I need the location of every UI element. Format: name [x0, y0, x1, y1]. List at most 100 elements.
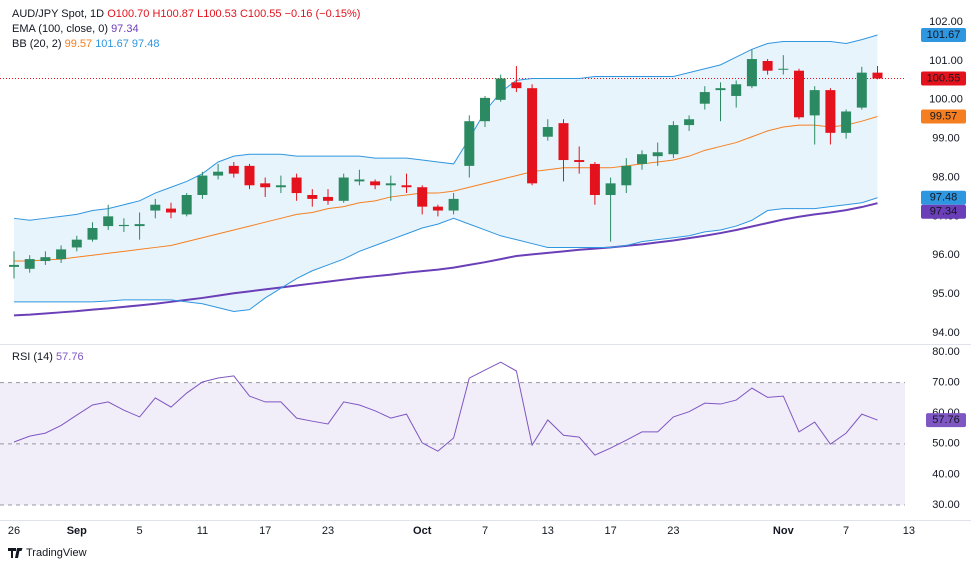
candle-body: [809, 90, 820, 116]
y-tick-label: 70.00: [932, 377, 960, 389]
candle-body: [244, 165, 255, 186]
y-tick-label: 94.00: [932, 327, 960, 339]
price-tag-label: 57.76: [932, 414, 960, 426]
x-tick-label: 7: [482, 525, 488, 537]
candle-body: [605, 183, 616, 196]
candle-body: [24, 259, 35, 269]
candle-body: [589, 163, 600, 196]
candle-body: [166, 208, 176, 213]
ohlc-entry: L100.53: [197, 8, 237, 20]
candle-body: [417, 187, 428, 207]
candle-body: [401, 185, 412, 188]
indicator-value: 97.34: [111, 23, 139, 35]
candle-body: [385, 183, 396, 186]
candle-body: [181, 195, 192, 215]
x-tick-label: Oct: [413, 525, 432, 537]
candle-body: [621, 165, 632, 186]
candle-body: [134, 224, 145, 227]
x-tick-label: 23: [667, 525, 679, 537]
y-tick-label: 99.00: [932, 133, 960, 145]
label-layer: 94.0095.0096.0097.0098.0099.00100.00101.…: [8, 16, 966, 537]
footer-text: TradingView: [26, 547, 87, 559]
candle-body: [495, 78, 506, 100]
candle-body: [103, 216, 114, 227]
x-tick-label: 13: [903, 525, 915, 537]
candle-body: [527, 88, 538, 184]
ohlc-entry: −0.16 (−0.15%): [285, 8, 361, 20]
x-tick-label: 7: [843, 525, 849, 537]
rsi-line: [13, 361, 878, 456]
indicator-name: EMA (100, close, 0): [12, 23, 108, 35]
price-tag-label: 100.55: [927, 72, 961, 84]
y-tick-label: 98.00: [932, 171, 960, 183]
y-tick-label: 95.00: [932, 288, 960, 300]
candle-body: [778, 68, 789, 70]
indicator-name: BB (20, 2): [12, 38, 62, 50]
price-tag: [921, 109, 966, 124]
candle-body: [841, 111, 852, 133]
y-tick-label: 50.00: [932, 438, 960, 450]
y-tick-label: 102.00: [929, 16, 963, 28]
footer-logo: TradingView: [8, 547, 87, 559]
price-tag: [921, 27, 966, 42]
candle-body: [338, 177, 349, 201]
candle-body: [291, 177, 302, 194]
y-tick-label: 40.00: [932, 468, 960, 480]
y-tick-label: 80.00: [932, 346, 960, 358]
price-tag: [926, 413, 966, 428]
candle-body: [699, 92, 710, 104]
candle-body: [228, 165, 239, 174]
candle-body: [794, 70, 804, 118]
indicator-line: [13, 34, 878, 221]
candle-body: [762, 60, 773, 71]
price-tag-label: 101.67: [927, 29, 961, 41]
candle-body: [464, 121, 475, 166]
indicator-value: 97.48: [132, 38, 160, 50]
band-fill: [14, 34, 878, 312]
candle-body: [511, 82, 522, 89]
candle-body: [260, 183, 271, 188]
rsi-legend: RSI (14) 57.76: [12, 351, 84, 363]
logo-icon: [8, 548, 23, 558]
indicator-legend: BB (20, 2) 99.57 101.67 97.48: [12, 38, 159, 50]
indicator-line: [14, 197, 878, 313]
candle-body: [275, 185, 286, 188]
candle-body: [825, 90, 836, 133]
candle-body: [652, 152, 663, 157]
indicator-line: [13, 202, 878, 317]
candle-body: [668, 125, 679, 155]
candle-body: [87, 228, 98, 240]
rsi-value: 57.76: [56, 351, 84, 363]
ohlc-entry: O100.70: [107, 8, 149, 20]
y-tick-label: 30.00: [932, 499, 960, 511]
candle-body: [731, 84, 742, 96]
candle-body: [684, 119, 695, 126]
candle-body: [323, 196, 333, 201]
ohlc-values: O100.70 H100.87 L100.53 C100.55 −0.16 (−…: [107, 8, 360, 20]
candle-body: [480, 97, 490, 122]
candle-body: [637, 154, 647, 164]
x-tick-label: 17: [259, 525, 271, 537]
candle-body: [370, 181, 381, 186]
candle-body: [197, 175, 208, 196]
candle-body: [307, 195, 318, 199]
candle-body: [56, 249, 67, 260]
candle-body: [40, 257, 51, 262]
candle-body: [432, 206, 443, 211]
y-tick-label: 101.00: [929, 55, 963, 67]
candle-body: [213, 171, 224, 176]
candle-body: [856, 72, 867, 108]
y-tick-label: 100.00: [929, 94, 963, 106]
price-tag-label: 99.57: [930, 110, 958, 122]
x-tick-label: 23: [322, 525, 334, 537]
symbol-legend: AUD/JPY Spot, 1D O100.70 H100.87 L100.53…: [12, 8, 360, 20]
ohlc-entry: C100.55: [240, 8, 282, 20]
price-tag-label: 97.34: [930, 206, 958, 218]
indicator-value: 101.67: [95, 38, 129, 50]
candle-body: [574, 160, 585, 162]
candle-body: [118, 224, 129, 227]
candle-body: [542, 127, 553, 137]
candle-body: [9, 264, 19, 267]
